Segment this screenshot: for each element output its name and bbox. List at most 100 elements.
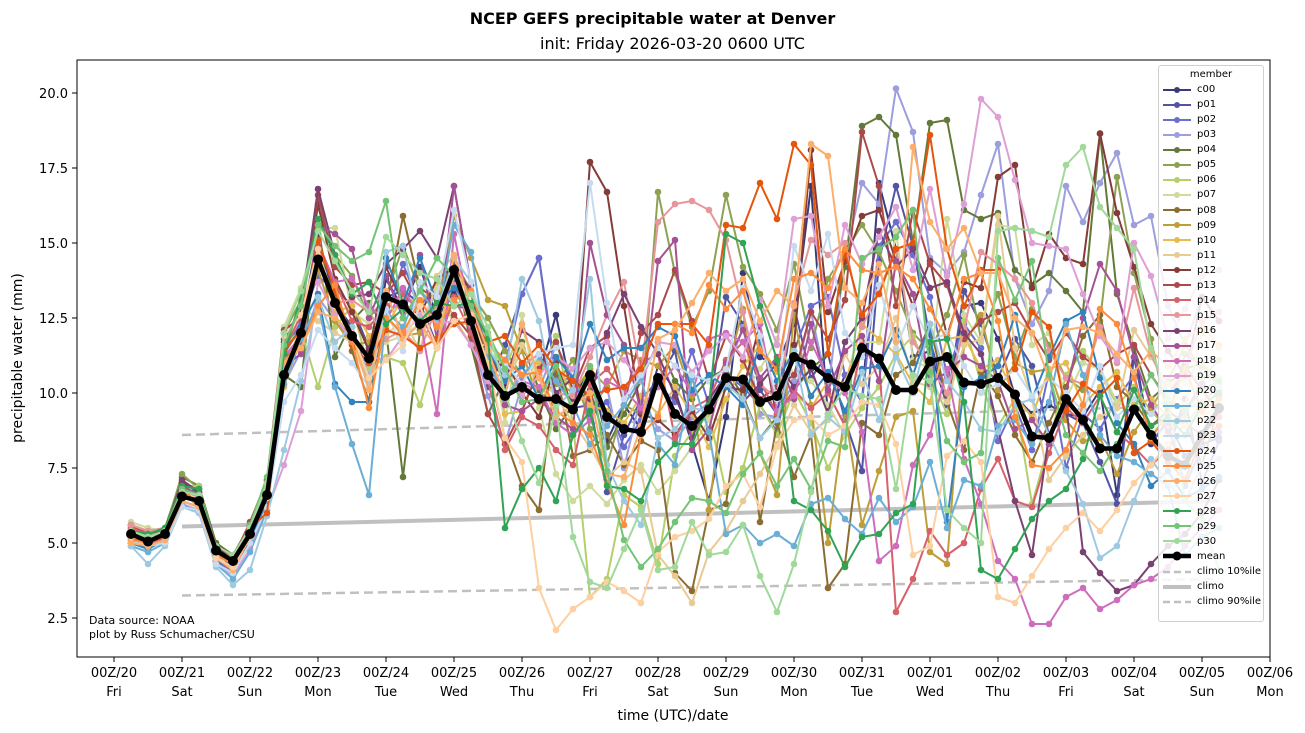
p26-point [909,143,917,151]
p28-point [569,431,577,439]
credit-annotation: Data source: NOAA plot by Russ Schumache… [89,614,255,642]
p26-point [127,539,135,547]
p24-point [637,365,645,373]
p27-point [926,542,934,550]
p25-point [1130,374,1138,382]
p19-point [960,200,968,208]
p21-point [705,428,713,436]
p23-point [1130,395,1138,403]
p28-point [1028,515,1036,523]
p27-point [450,317,458,325]
legend-label: p23 [1197,430,1217,442]
mean-point [483,370,493,380]
p26-point [518,320,526,328]
legend-item-p01: p01 [1159,97,1263,112]
p25-point [705,281,713,289]
mean-point [381,292,391,302]
x-tick-label: 00Z/23 [295,666,341,681]
p17-point [331,230,339,238]
p17-point [569,425,577,433]
p26-point [705,269,713,277]
p18-point [1045,620,1053,628]
p03-point [1062,182,1070,190]
p23-point [1147,410,1155,418]
p14-point [603,365,611,373]
p09-point [1130,428,1138,436]
p25-point [1062,446,1070,454]
legend: member c00 p01 p02 p03 p04 p05 p06 p07 p08 p09 p10… [1158,65,1264,622]
p30-point [671,563,679,571]
p12-point [977,284,985,292]
p17-point [1011,425,1019,433]
mean-point [296,328,306,338]
p04-point [552,425,560,433]
p25-point [1113,320,1121,328]
p17-point [977,362,985,370]
x-tick-day-label: Sun [238,685,263,700]
p06-point [331,323,339,331]
legend-swatch [1163,327,1191,334]
p05-point [586,425,594,433]
p25-point [739,287,747,295]
p22-point [858,368,866,376]
p20-point [603,356,611,364]
p25-point [909,275,917,283]
p27-point [671,533,679,541]
legend-swatch [1163,207,1191,214]
p12-point [603,188,611,196]
p25-point [688,329,696,337]
x-tick-label: 00Z/30 [771,666,817,681]
p27-point [433,344,441,352]
p24-point [1079,380,1087,388]
legend-item-p19: p19 [1159,368,1263,383]
p25-point [569,419,577,427]
x-tick-day-label: Mon [304,685,331,700]
p26-point [586,389,594,397]
data-source-text: Data source: NOAA [89,614,195,627]
p29-point [739,470,747,478]
p03-point [1079,218,1087,226]
p05-point [569,356,577,364]
p27-point [620,587,628,595]
p27-point [1079,509,1087,517]
p13-point [926,260,934,268]
p01-point [1096,458,1104,466]
legend-item-p11: p11 [1159,248,1263,263]
legend-swatch [1163,387,1191,394]
p07-point [654,488,662,496]
legend-swatch [1163,600,1191,603]
p18-point [807,338,815,346]
p07-point [807,377,815,385]
legend-label: p24 [1197,445,1217,457]
p12-point [1062,254,1070,262]
p12-point [1096,130,1104,137]
p11-point [960,341,968,349]
p14-point [671,434,679,442]
p27-point [1113,506,1121,514]
p23-point [467,278,475,286]
p14-point [960,539,968,547]
legend-swatch [1163,448,1191,455]
mean-point [551,394,561,404]
legend-label: c00 [1197,84,1216,96]
p03-point [1045,287,1053,295]
legend-item-p23: p23 [1159,428,1263,443]
p15-point [688,197,696,205]
p28-point [841,563,849,571]
mean-point [1095,443,1105,454]
mean-point [1010,389,1020,400]
p01-point [858,467,866,475]
p17-point [960,353,968,361]
x-tick-label: 00Z/26 [499,666,545,681]
p15-point [858,323,866,331]
p23-point [1113,413,1121,421]
mean-point [347,331,357,341]
p02-point [807,302,815,310]
p15-point [705,206,713,214]
p26-point [943,245,951,253]
p28-point [892,509,900,517]
p09-point [501,302,509,310]
p04-point [943,116,951,124]
mean-point [1112,443,1122,454]
p12-point [1130,263,1138,271]
